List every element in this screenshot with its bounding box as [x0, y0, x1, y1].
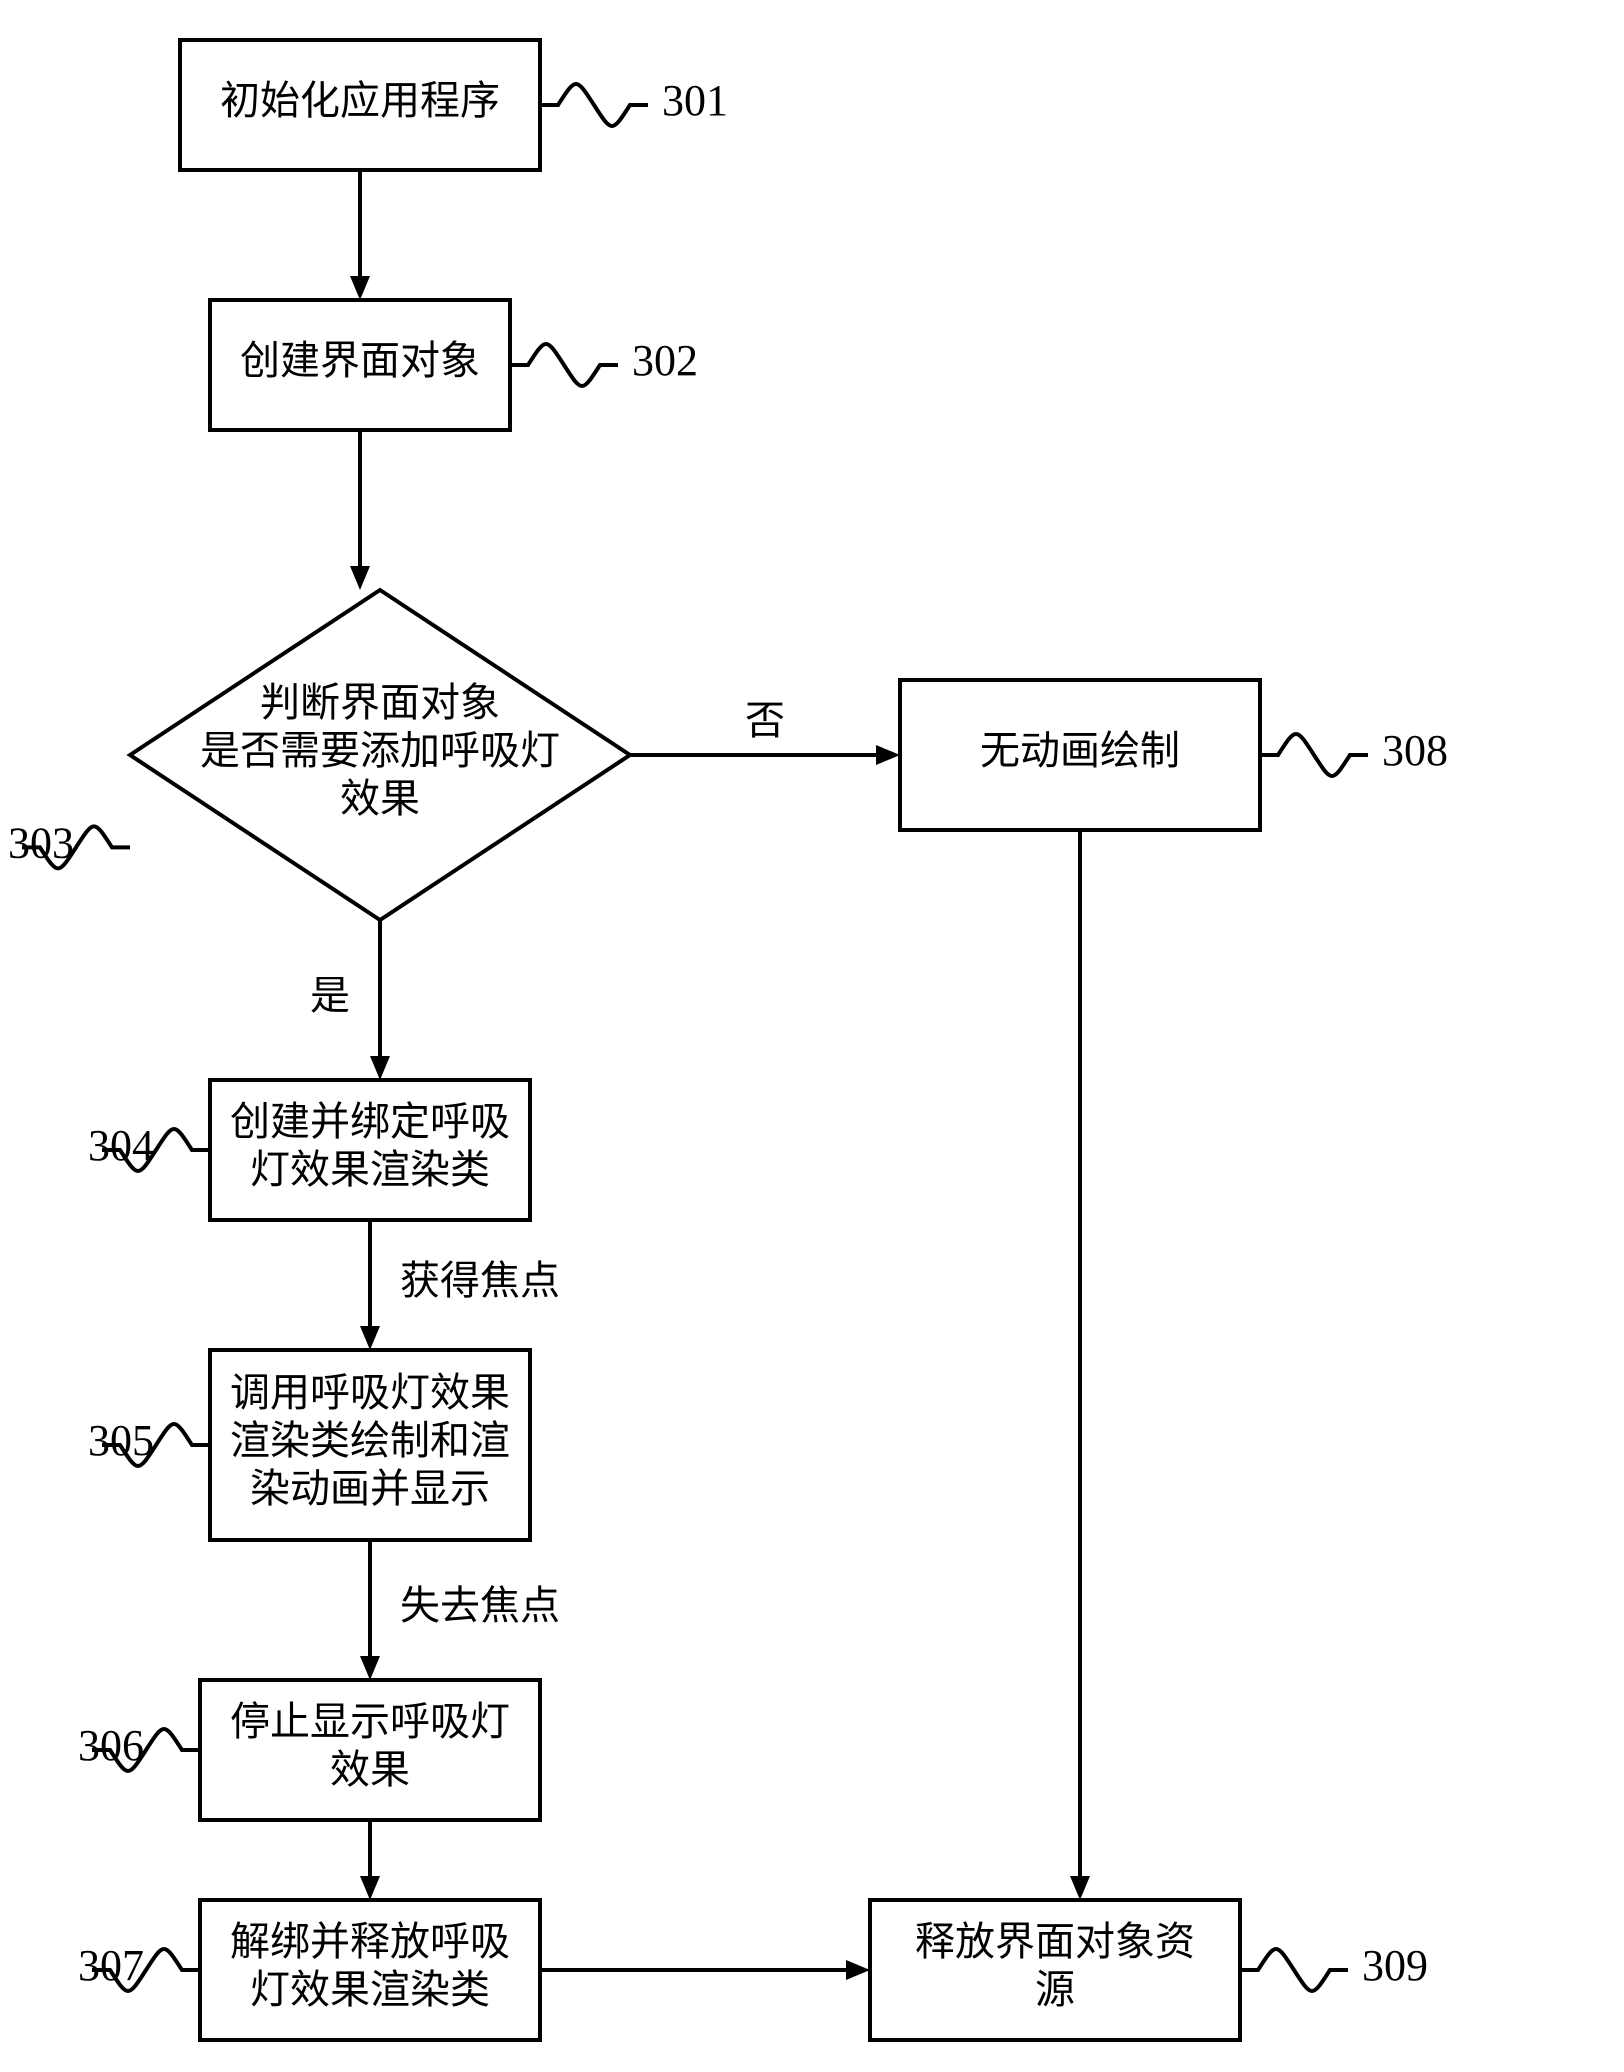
node-label: 渲染类绘制和渲 [230, 1418, 510, 1463]
ref-label: 308 [1382, 726, 1448, 775]
ref-callout: 303 [8, 818, 130, 868]
ref-label: 301 [662, 76, 728, 125]
flow-node-n308: 无动画绘制 [900, 680, 1260, 830]
node-label: 源 [1035, 1967, 1075, 2012]
flow-node-n303: 判断界面对象是否需要添加呼吸灯效果 [130, 590, 630, 920]
flow-edge [350, 430, 370, 590]
flow-node-n306: 停止显示呼吸灯效果 [200, 1680, 540, 1820]
flow-node-n309: 释放界面对象资源 [870, 1900, 1240, 2040]
node-label: 判断界面对象 [260, 680, 500, 725]
flow-edge: 否 [630, 698, 900, 765]
flow-edge [350, 170, 370, 300]
flow-edge: 获得焦点 [360, 1220, 560, 1350]
node-label: 效果 [340, 776, 420, 821]
flowchart-canvas: 初始化应用程序创建界面对象判断界面对象是否需要添加呼吸灯效果创建并绑定呼吸灯效果… [0, 0, 1624, 2072]
node-label: 灯效果渲染类 [250, 1967, 490, 2012]
ref-callout: 302 [510, 336, 698, 386]
ref-callout: 306 [78, 1721, 200, 1771]
node-label: 解绑并释放呼吸 [230, 1919, 510, 1964]
ref-label: 303 [8, 818, 74, 867]
ref-label: 305 [88, 1416, 154, 1465]
flow-edge [360, 1820, 380, 1900]
flow-edge: 是 [310, 920, 390, 1080]
flow-node-n307: 解绑并释放呼吸灯效果渲染类 [200, 1900, 540, 2040]
node-label: 释放界面对象资 [915, 1919, 1195, 1964]
ref-callout: 309 [1240, 1941, 1428, 1991]
ref-callout: 308 [1260, 726, 1448, 776]
node-label: 调用呼吸灯效果 [230, 1370, 510, 1415]
ref-label: 304 [88, 1121, 154, 1170]
node-label: 染动画并显示 [250, 1466, 490, 1511]
flow-node-n301: 初始化应用程序 [180, 40, 540, 170]
node-label: 创建界面对象 [240, 338, 480, 383]
node-label: 停止显示呼吸灯 [230, 1699, 510, 1744]
edge-label: 失去焦点 [400, 1583, 560, 1628]
edge-label: 获得焦点 [400, 1258, 560, 1303]
node-label: 是否需要添加呼吸灯 [200, 728, 560, 773]
ref-label: 302 [632, 336, 698, 385]
ref-label: 306 [78, 1721, 144, 1770]
flow-edge: 失去焦点 [360, 1540, 560, 1680]
ref-callout: 304 [88, 1121, 210, 1171]
node-label: 效果 [330, 1747, 410, 1792]
flow-edge [540, 1960, 870, 1980]
node-label: 无动画绘制 [980, 728, 1180, 773]
edge-label: 否 [745, 698, 785, 743]
node-label: 创建并绑定呼吸 [230, 1099, 510, 1144]
ref-callout: 305 [88, 1416, 210, 1466]
ref-callout: 301 [540, 76, 728, 126]
flow-node-n304: 创建并绑定呼吸灯效果渲染类 [210, 1080, 530, 1220]
ref-callout: 307 [78, 1941, 200, 1991]
node-label: 灯效果渲染类 [250, 1147, 490, 1192]
node-label: 初始化应用程序 [220, 78, 500, 123]
flow-node-n305: 调用呼吸灯效果渲染类绘制和渲染动画并显示 [210, 1350, 530, 1540]
edge-label: 是 [310, 973, 350, 1018]
flow-edge [1070, 830, 1090, 1900]
flow-node-n302: 创建界面对象 [210, 300, 510, 430]
ref-label: 309 [1362, 1941, 1428, 1990]
ref-label: 307 [78, 1941, 144, 1990]
